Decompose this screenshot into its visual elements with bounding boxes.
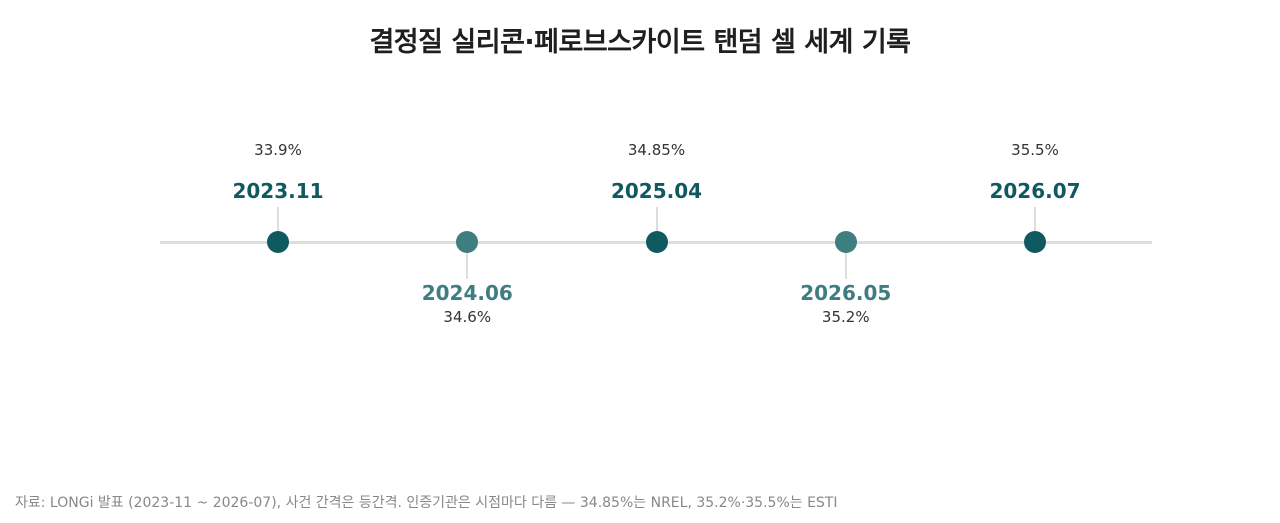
event-date-label: 2025.04 (610, 179, 703, 203)
event-date-label: 2024.06 (421, 281, 513, 305)
event-marker (1024, 231, 1046, 253)
event-marker (456, 231, 479, 253)
event-marker (834, 231, 857, 253)
event-connector (466, 253, 469, 279)
event-connector (1034, 207, 1036, 231)
event-date-label: 2026.05 (800, 281, 892, 305)
event-date-label: 2026.07 (989, 179, 1081, 203)
event-value-label: 34.85% (627, 141, 686, 159)
event-connector (277, 207, 279, 231)
event-connector (655, 207, 658, 231)
chart-title: 결정질 실리콘·페로브스카이트 탠덤 셀 세계 기록 (369, 27, 911, 58)
source-note: 자료: LONGi 발표 (2023-11 ~ 2026-07), 사건 간격은… (15, 495, 838, 511)
event-value-label: 33.9% (254, 141, 302, 159)
event-value-label: 35.2% (821, 308, 870, 326)
event-connector (844, 253, 847, 279)
event-value-label: 34.6% (443, 308, 492, 326)
event-marker (645, 231, 668, 253)
event-marker (267, 231, 289, 253)
event-value-label: 35.5% (1011, 141, 1059, 159)
event-date-label: 2023.11 (232, 179, 324, 203)
